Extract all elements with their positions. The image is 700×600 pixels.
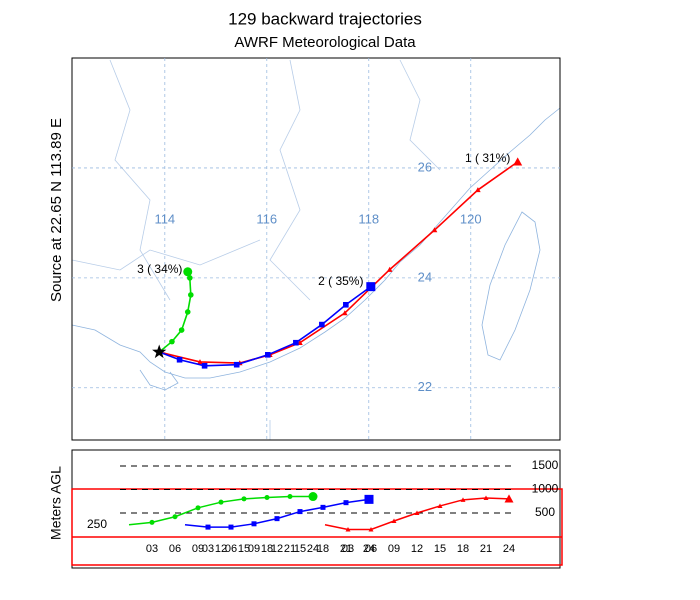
marker <box>287 494 293 500</box>
marker <box>195 505 201 511</box>
x-tick-label: 06 <box>169 543 181 555</box>
x-tick-label: 03 <box>342 543 354 555</box>
marker <box>205 524 211 530</box>
marker <box>186 275 193 281</box>
marker <box>265 352 271 358</box>
marker <box>343 500 349 506</box>
marker <box>184 309 191 315</box>
trajectory-label: 2 ( 35%) <box>318 274 363 288</box>
marker <box>475 187 481 193</box>
chart-subtitle: AWRF Meteorological Data <box>234 34 416 51</box>
marker <box>178 327 185 333</box>
marker <box>460 497 466 502</box>
annotation-box <box>71 488 563 566</box>
x-tick-label: 12 <box>411 543 423 555</box>
x-tick-label: 18 <box>457 543 469 555</box>
marker <box>368 526 374 532</box>
marker <box>293 339 299 346</box>
x-tick-label: 21 <box>284 543 296 555</box>
source-star <box>152 344 167 359</box>
marker <box>169 338 175 345</box>
y-tick-label: 500 <box>535 505 555 519</box>
basemap <box>71 59 561 440</box>
x-tick-label: 12 <box>215 543 227 555</box>
marker <box>343 301 349 308</box>
marker <box>241 496 247 502</box>
lon-label: 120 <box>460 212 482 227</box>
marker <box>297 509 303 515</box>
marker <box>149 519 155 525</box>
marker <box>218 499 224 505</box>
marker <box>391 518 397 523</box>
marker <box>364 494 374 504</box>
trajectory-label: 1 ( 31%) <box>465 151 510 165</box>
lat-label: 24 <box>418 269 432 284</box>
x-tick-label: 06 <box>365 543 377 555</box>
lat-label: 22 <box>418 379 432 394</box>
trajectory <box>159 161 519 364</box>
x-tick-label: 15 <box>294 543 306 555</box>
x-tick-label: 15 <box>238 543 250 555</box>
marker <box>251 521 257 527</box>
y-axis-label: Meters AGL <box>48 466 64 540</box>
trajectory-label: 3 ( 34%) <box>137 262 182 276</box>
marker <box>308 492 318 502</box>
x-tick-label: 21 <box>480 543 492 555</box>
x-tick-label: 12 <box>271 543 283 555</box>
map-frame <box>71 57 561 441</box>
x-tick-label: 21 <box>340 543 352 555</box>
source-height: 250 <box>87 517 107 531</box>
marker <box>414 510 420 515</box>
marker <box>345 526 351 532</box>
marker <box>431 227 438 233</box>
lon-label: 118 <box>358 212 379 227</box>
x-tick-label: 15 <box>434 543 446 555</box>
x-tick-label: 06 <box>225 543 237 555</box>
marker <box>197 359 203 365</box>
marker <box>366 282 376 292</box>
x-tick-label: 09 <box>388 543 400 555</box>
x-tick-label: 09 <box>192 543 204 555</box>
marker <box>513 157 523 166</box>
marker <box>483 495 489 500</box>
x-tick-label: 24 <box>363 543 375 555</box>
lat-label: 26 <box>418 159 432 174</box>
x-tick-label: 24 <box>307 543 319 555</box>
y-tick-label: 1500 <box>532 458 559 472</box>
lon-label: 114 <box>154 212 175 227</box>
marker <box>274 516 280 522</box>
marker <box>183 267 193 277</box>
source-label: Source at 22.65 N 113.89 E <box>48 118 65 302</box>
x-tick-label: 18 <box>317 543 329 555</box>
marker <box>320 504 326 510</box>
marker <box>233 361 240 368</box>
lon-label: 116 <box>256 212 277 227</box>
x-tick-label: 09 <box>248 543 260 555</box>
marker <box>504 494 514 503</box>
marker <box>386 266 393 272</box>
x-tick-label: 03 <box>202 543 214 555</box>
marker <box>264 494 270 500</box>
marker <box>176 356 183 363</box>
marker <box>228 524 234 530</box>
marker <box>319 321 325 328</box>
marker <box>342 310 348 316</box>
x-tick-label: 24 <box>503 543 515 555</box>
marker <box>172 514 178 520</box>
y-tick-label: 1000 <box>532 482 559 496</box>
marker <box>437 503 443 508</box>
chart-title: 129 backward trajectories <box>228 9 422 28</box>
marker <box>201 362 208 369</box>
marker <box>188 292 194 298</box>
x-tick-label: 03 <box>146 543 158 555</box>
x-tick-label: 18 <box>261 543 273 555</box>
